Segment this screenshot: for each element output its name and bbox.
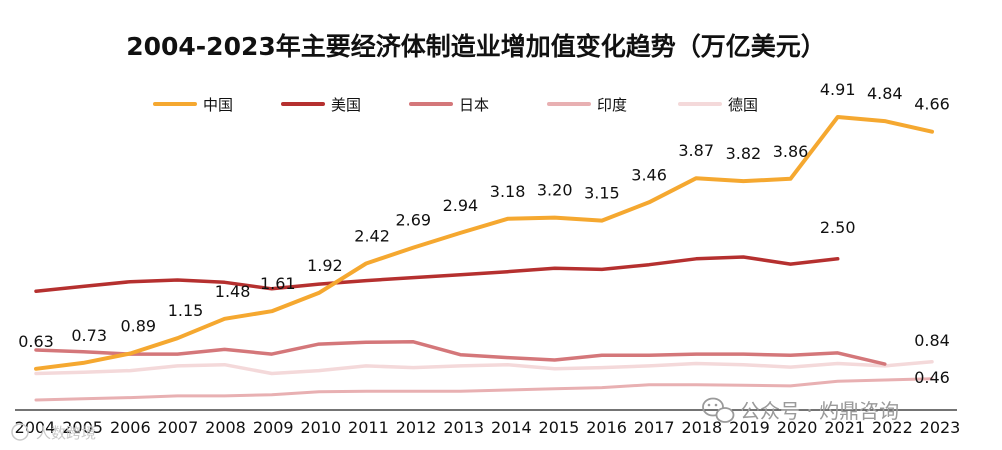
x-tick-2011: 2011 — [348, 418, 389, 437]
x-tick-2012: 2012 — [396, 418, 437, 437]
x-tick-2007: 2007 — [158, 418, 199, 437]
china-label-2019: 3.82 — [726, 144, 762, 163]
x-tick-2018: 2018 — [681, 418, 722, 437]
watermark: 公众号 · 灼鼎咨询 — [702, 397, 899, 423]
china-label-2007: 1.15 — [168, 301, 204, 320]
china-label-2008: 1.48 — [215, 282, 251, 301]
series-line-0 — [34, 115, 934, 371]
x-tick-2008: 2008 — [205, 418, 246, 437]
germany-end-label: 0.84 — [914, 331, 950, 350]
china-label-2005: 0.73 — [71, 326, 107, 345]
x-tick-labels: 2004 2005 2006 2007 2008 2009 2010 2011 2012 2013… — [15, 418, 961, 437]
x-tick-2004: 2004 — [15, 418, 56, 437]
x-tick-2014: 2014 — [491, 418, 532, 437]
china-label-2011: 2.42 — [354, 227, 390, 246]
chart-title: 2004-2023年主要经济体制造业增加值变化趋势（万亿美元） — [126, 32, 826, 61]
wechat-icon — [702, 397, 735, 423]
legend-label-1: 美国 — [331, 96, 361, 114]
legend-label-4: 德国 — [728, 96, 758, 114]
india-end-label: 0.46 — [914, 368, 950, 387]
x-tick-2021: 2021 — [824, 418, 865, 437]
china-label-2020: 3.86 — [773, 142, 809, 161]
x-tick-2006: 2006 — [110, 418, 151, 437]
x-tick-2016: 2016 — [586, 418, 627, 437]
x-tick-2023: 2023 — [920, 418, 961, 437]
series-line-3 — [34, 377, 934, 402]
data-labels: 0.63 0.73 0.89 1.15 1.48 1.61 1.92 2.42 2.69 2.94… — [18, 80, 950, 387]
china-label-2018: 3.87 — [678, 141, 714, 160]
x-tick-2020: 2020 — [777, 418, 818, 437]
china-label-2014: 3.18 — [490, 182, 526, 201]
watermark-left: 人数跨境 — [11, 423, 96, 442]
x-tick-2013: 2013 — [443, 418, 484, 437]
legend: 中国 美国 日本 印度 德国 — [153, 96, 758, 114]
china-label-2017: 3.46 — [631, 165, 667, 184]
china-label-2023: 4.66 — [914, 95, 950, 114]
legend-label-0: 中国 — [203, 96, 233, 114]
china-label-2004: 0.63 — [18, 332, 54, 351]
china-label-2021: 4.91 — [820, 80, 856, 99]
x-tick-2017: 2017 — [634, 418, 675, 437]
x-tick-2010: 2010 — [300, 418, 341, 437]
x-tick-2022: 2022 — [872, 418, 913, 437]
watermark-left-icon — [11, 423, 29, 441]
china-label-2016: 3.15 — [584, 184, 620, 203]
china-label-2010: 1.92 — [307, 256, 343, 275]
china-label-2015: 3.20 — [537, 181, 573, 200]
x-tick-2019: 2019 — [729, 418, 770, 437]
china-label-2012: 2.69 — [395, 211, 431, 230]
x-tick-2009: 2009 — [253, 418, 294, 437]
legend-label-3: 印度 — [597, 96, 627, 114]
china-label-2022: 4.84 — [867, 84, 903, 103]
legend-label-2: 日本 — [459, 96, 489, 114]
china-label-2009: 1.61 — [260, 274, 296, 293]
series-line-4 — [34, 360, 934, 376]
x-tick-2015: 2015 — [539, 418, 580, 437]
china-label-2006: 0.89 — [120, 317, 156, 336]
watermark-left-text: 人数跨境 — [36, 424, 96, 442]
series-line-2 — [34, 340, 887, 366]
china-label-2013: 2.94 — [443, 196, 479, 215]
series-line-1 — [34, 255, 840, 293]
us-end-label: 2.50 — [820, 218, 856, 237]
x-tick-2005: 2005 — [62, 418, 103, 437]
watermark-text: 公众号 · 灼鼎咨询 — [740, 399, 899, 423]
series-layer — [34, 115, 934, 402]
